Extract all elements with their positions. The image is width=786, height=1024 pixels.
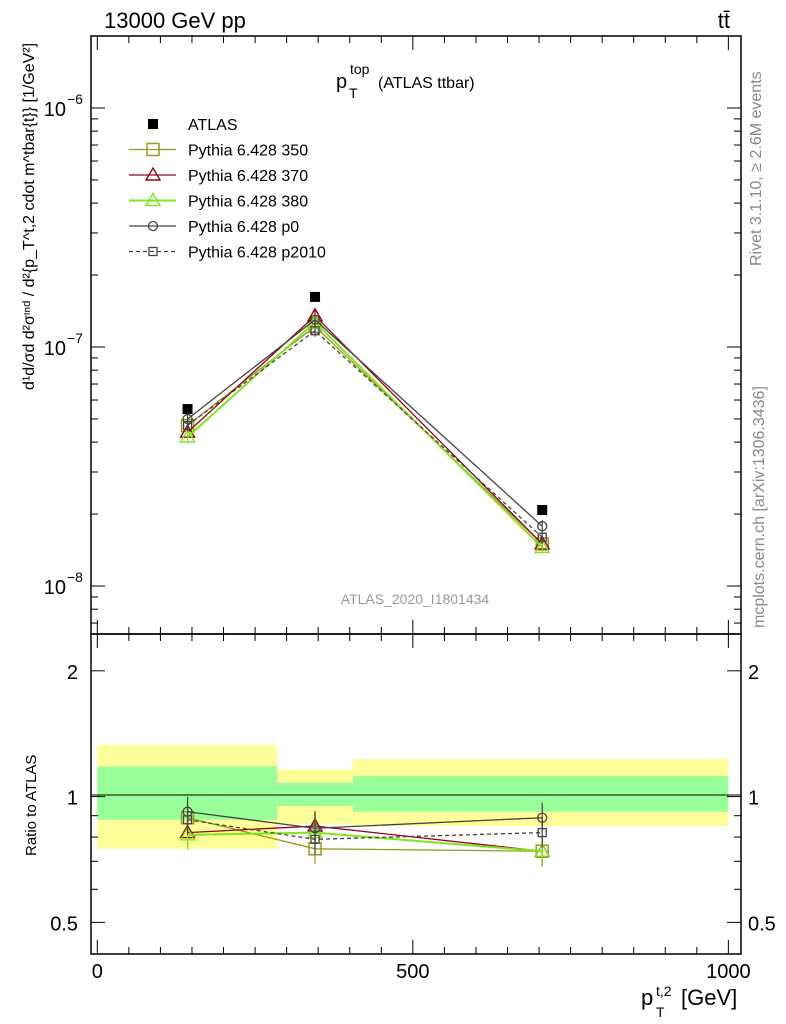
ratio-band-inner (277, 782, 353, 806)
main-axis-ticks: 10−610−710−8 (44, 35, 741, 624)
legend-label: Pythia 6.428 370 (188, 168, 308, 185)
data-marker (533, 842, 551, 857)
y-tick-label-ratio-left: 0.5 (50, 913, 78, 935)
series-line (187, 325, 543, 545)
legend-item: ATLAS (148, 117, 238, 134)
y-tick-label-main-exp: −7 (67, 330, 83, 346)
legend-label: Pythia 6.428 p2010 (188, 245, 326, 262)
x-axis-label-main: p (641, 985, 653, 1010)
y-axis-label-main-text: d¹d/σd d²σᶦⁿᵈ / d²{p_T^t,2 cdot m^tbar{t… (21, 43, 38, 390)
data-marker (310, 834, 320, 845)
y-tick-label-ratio-right: 1 (748, 788, 759, 810)
data-marker (179, 826, 196, 841)
plot-title-suffix: (ATLAS ttbar) (378, 75, 475, 92)
ratio-axis-ticks: 0.5 0.5 1 1 2 2 (50, 662, 776, 936)
data-marker (537, 521, 548, 532)
y-tick-label-main-base: 10 (44, 577, 66, 599)
x-tick-label: 0 (92, 961, 103, 983)
legend-item: Pythia 6.428 350 (129, 143, 308, 160)
data-marker (144, 166, 162, 181)
y-axis-label-main: d¹d/σd d²σᶦⁿᵈ / d²{p_T^t,2 cdot m^tbar{t… (21, 43, 38, 390)
data-marker (144, 192, 162, 207)
y-tick-label-ratio-left: 1 (67, 788, 78, 810)
analysis-id-watermark: ATLAS_2020_I1801434 (341, 591, 490, 607)
data-marker (182, 420, 193, 431)
y-tick-label-ratio-right: 2 (748, 662, 759, 684)
y-tick-label-main-base: 10 (44, 338, 66, 360)
x-axis-ticks: 0 500 1000 (92, 36, 751, 983)
data-marker (533, 539, 551, 554)
data-marker (148, 246, 158, 257)
x-axis-label: p t,2 T [GeV] (641, 983, 737, 1020)
y-axis-label-ratio: Ratio to ATLAS (23, 755, 40, 856)
data-marker (310, 291, 321, 302)
y-tick-label-main-exp: −6 (67, 91, 83, 107)
x-axis-label-unit: [GeV] (681, 985, 737, 1010)
legend: ATLAS Pythia 6.428 350 Pythia 6.428 370 Pyt… (129, 117, 326, 262)
data-marker (148, 119, 158, 129)
data-marker (182, 404, 193, 415)
legend-label: Pythia 6.428 p0 (188, 219, 299, 236)
legend-label: Pythia 6.428 380 (188, 194, 308, 211)
mcplots-label: mcplots.cern.ch [arXiv:1306.3436] (751, 386, 768, 628)
legend-label: ATLAS (188, 117, 238, 134)
plot-title: p top T (ATLAS ttbar) (336, 61, 475, 101)
legend-item: Pythia 6.428 380 (129, 192, 308, 211)
collision-label: 13000 GeV pp (104, 8, 246, 33)
series-line (187, 329, 543, 538)
legend-item: Pythia 6.428 p0 (129, 219, 299, 236)
plot-title-sup: top (350, 61, 370, 77)
data-marker (537, 505, 548, 516)
y-tick-label-main-base: 10 (44, 99, 66, 121)
process-label: tt̄ (718, 8, 730, 33)
data-marker (146, 142, 160, 157)
legend-label: Pythia 6.428 350 (188, 143, 308, 160)
data-marker (147, 220, 159, 232)
main-series-layer (179, 291, 551, 554)
series-line (186, 320, 543, 549)
data-marker (309, 314, 321, 325)
plot-title-main: p (336, 71, 347, 93)
data-marker (179, 428, 196, 443)
y-tick-label-main-exp: −8 (67, 569, 83, 585)
y-tick-label-ratio-left: 2 (67, 662, 78, 684)
rivet-label: Rivet 3.1.10, ≥ 2.6M events (748, 71, 765, 266)
data-marker (182, 815, 193, 825)
ratio-series-layer (179, 796, 551, 867)
y-tick-label-ratio-right: 0.5 (748, 913, 776, 935)
x-tick-label: 500 (396, 961, 429, 983)
ratio-plot-frame (90, 633, 742, 955)
plot-title-sub: T (349, 85, 358, 101)
data-marker (537, 532, 547, 542)
x-tick-label: 1000 (706, 961, 751, 983)
x-axis-label-sup: t,2 (656, 983, 672, 999)
data-marker (310, 326, 320, 336)
data-marker (537, 827, 547, 838)
x-axis-label-sub: T (656, 1004, 665, 1020)
legend-item: Pythia 6.428 370 (129, 166, 308, 185)
legend-item: Pythia 6.428 p2010 (129, 245, 326, 262)
series-line (187, 314, 543, 545)
ratio-band-inner (352, 776, 729, 812)
